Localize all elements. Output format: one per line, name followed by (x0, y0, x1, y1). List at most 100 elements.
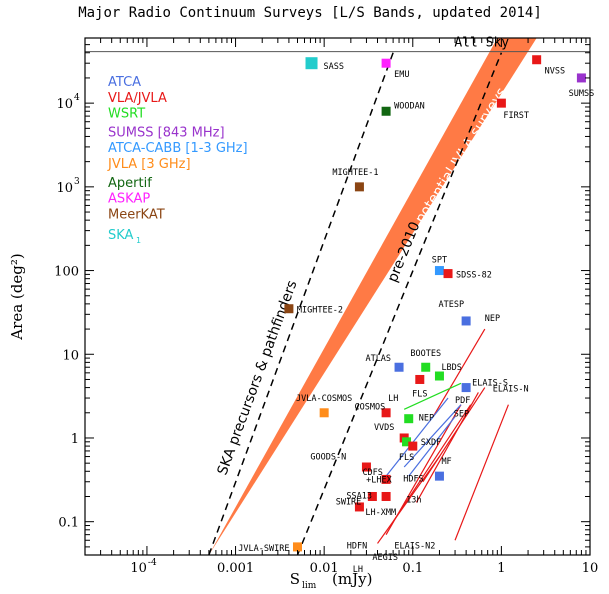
band-line-1 (296, 52, 503, 556)
x-tick-label-4: 1 (497, 561, 505, 576)
point-label-1: EMU (394, 70, 409, 80)
extra-label-9: ELAIS-N2 (394, 541, 435, 551)
survey-point-14 (415, 374, 425, 384)
colored-line-2 (408, 416, 456, 477)
survey-point-6 (354, 182, 364, 192)
survey-point-2 (381, 106, 391, 116)
point-label-27: LH-XMM (365, 508, 396, 518)
survey-point-28 (292, 542, 302, 552)
survey-point-24 (381, 474, 391, 484)
y-tick-exp-4: 3 (74, 177, 80, 187)
point-label-2: WOODAN (394, 101, 425, 111)
survey-line-3 (392, 404, 472, 523)
y-tick-label-1: 1 (71, 432, 79, 447)
y-tick-label-0: 0.1 (58, 516, 79, 531)
y-tick-label-3: 100 (54, 265, 79, 280)
extra-label-3: NEP (485, 314, 500, 324)
survey-point-0 (305, 57, 318, 70)
chart-title: Major Radio Continuum Surveys [L/S Bands… (78, 5, 542, 21)
legend-item-3: SUMSS [843 MHz] (108, 125, 225, 140)
extra-label-0: COSMOS (355, 402, 386, 412)
point-label-25: 13h (406, 495, 421, 505)
extra-label-6: HDFS (403, 475, 423, 485)
x-tick-label-0: 10 (130, 561, 147, 576)
legend-item-4: ATCA-CABB [1-3 GHz] (108, 141, 248, 156)
survey-point-4 (576, 73, 586, 83)
survey-line-5 (377, 456, 440, 544)
y-axis-label: Area (deg²) (8, 253, 26, 340)
point-label-0: SASS (324, 62, 344, 72)
point-label-3: NVSS (545, 67, 565, 77)
x-axis-label-sub: lim (302, 581, 317, 591)
point-label-5: FIRST (503, 111, 529, 121)
extra-label-5: GOODS-N (310, 453, 346, 463)
point-label-14: FLS (412, 389, 427, 399)
survey-point-11 (421, 362, 431, 372)
point-label-11: BOOTES (410, 349, 441, 359)
point-label-18: JVLA-COSMOS (296, 394, 352, 404)
point-label-8: SPT (432, 256, 447, 266)
legend-item-5: JVLA [3 GHz] (107, 157, 191, 172)
point-label-23: MF (441, 457, 451, 467)
point-label-13: LBDS (441, 363, 461, 373)
point-label-15: ELAIS-S (472, 379, 508, 389)
point-label-9: SDSS-82 (456, 271, 492, 281)
x-tick-label-2: 0.01 (310, 561, 339, 576)
survey-point-8 (434, 266, 444, 276)
y-tick-label-2: 10 (62, 348, 79, 363)
survey-point-21 (408, 441, 418, 451)
point-label-17: NEP (419, 414, 434, 424)
point-label-22: CDFS (362, 468, 382, 478)
point-label-24: +LHEX (366, 475, 392, 485)
colored-line-0 (403, 382, 462, 410)
colored-line-3 (385, 397, 449, 477)
x-tick-label-1: 0.001 (217, 561, 254, 576)
survey-point-10 (461, 316, 471, 326)
point-label-19: VVDS (374, 423, 394, 433)
point-label-26: SSA13 (346, 491, 372, 501)
survey-point-22 (361, 462, 371, 472)
survey-point-26 (367, 491, 377, 501)
extra-label-2: SEP (454, 410, 469, 420)
point-label-10: ATESP (439, 300, 465, 310)
legend-item-8: MeerKAT (108, 207, 165, 222)
survey-point-23 (434, 471, 444, 481)
survey-point-13 (434, 371, 444, 381)
survey-point-20 (402, 437, 412, 447)
extra-label-10: AEGIS (372, 553, 398, 563)
legend-item-7: ASKAP (108, 192, 150, 207)
extra-label-11: LH (353, 565, 363, 575)
x-axis-unit: (mJy) (332, 570, 372, 588)
legend-item-9: SKA (108, 228, 134, 243)
band-line-0 (208, 52, 394, 556)
survey-point-9 (443, 269, 453, 279)
extra-label-7: SWIRE (336, 498, 362, 508)
survey-line-0 (432, 328, 486, 417)
point-label-21: SXDF (421, 438, 441, 448)
point-label-16: LH (388, 394, 398, 404)
colored-line-1 (403, 404, 462, 468)
survey-point-18 (319, 408, 329, 418)
survey-point-27 (354, 502, 364, 512)
survey-point-5 (496, 98, 506, 108)
legend-item-6: Apertif (108, 176, 152, 191)
y-tick-label-4: 10 (56, 181, 73, 196)
potential-region (208, 38, 537, 555)
point-label-4: SUMSS (569, 89, 595, 99)
legend-item-2: WSRT (108, 107, 145, 122)
survey-point-16 (381, 408, 391, 418)
legend-item-sub-9: 1 (136, 236, 141, 245)
survey-line-6 (454, 404, 509, 541)
y-tick-label-5: 10 (56, 97, 73, 112)
legend-item-0: ATCA (108, 75, 141, 90)
x-axis-label: S (290, 570, 300, 588)
survey-line-2 (415, 392, 479, 503)
survey-point-25 (381, 491, 391, 501)
x-tick-exp-0: -4 (148, 558, 157, 568)
survey-point-3 (532, 55, 542, 65)
x-tick-label-3: 0.1 (402, 561, 423, 576)
x-tick-label-5: 10 (582, 561, 599, 576)
point-label-6: MIGHTEE-1 (332, 168, 378, 178)
extra-label-8: HDFN (347, 541, 367, 551)
survey-point-15 (461, 383, 471, 393)
